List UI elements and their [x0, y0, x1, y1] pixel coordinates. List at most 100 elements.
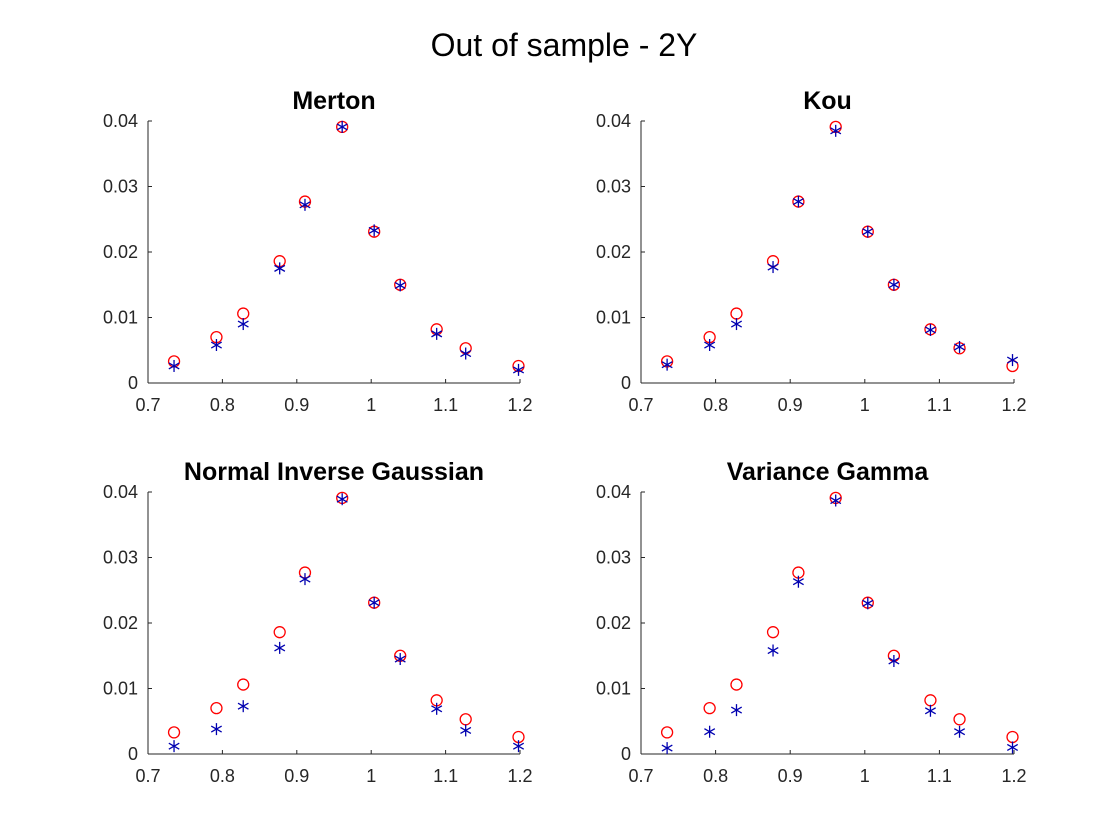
- y-tick-label: 0.03: [103, 548, 138, 568]
- star-marker: [336, 493, 348, 506]
- star-marker: [168, 740, 180, 753]
- x-tick-label: 0.9: [284, 766, 309, 786]
- subplot-title: Normal Inverse Gaussian: [184, 458, 484, 486]
- circle-series: [167, 491, 525, 744]
- x-tick-label: 1.2: [1001, 395, 1026, 415]
- star-marker: [210, 723, 222, 736]
- y-tick-label: 0.02: [596, 613, 631, 633]
- x-tick-label: 0.7: [628, 395, 653, 415]
- x-tick-label: 0.9: [284, 395, 309, 415]
- circle-marker: [237, 678, 250, 691]
- circle-marker: [703, 702, 716, 715]
- subplot-kou: Kou 0.7 0.8 0.9 1 1.1 1.2 0 0.01 0.02 0.03 0.04: [596, 87, 1027, 415]
- x-tick-label: 0.9: [778, 766, 803, 786]
- circle-marker: [1006, 730, 1019, 744]
- star-marker: [237, 318, 249, 331]
- star-marker: [862, 225, 874, 238]
- subplot-title: Kou: [803, 87, 852, 115]
- circle-marker: [660, 726, 674, 739]
- star-series: [661, 124, 1019, 371]
- star-marker: [953, 725, 966, 738]
- circle-series: [167, 120, 525, 373]
- star-marker: [168, 359, 180, 372]
- star-marker: [274, 262, 286, 275]
- star-marker: [1006, 741, 1019, 754]
- y-tick-label: 0.01: [103, 308, 138, 328]
- y-tick-label: 0: [128, 373, 138, 393]
- star-marker: [704, 339, 716, 352]
- circle-marker: [953, 713, 966, 726]
- circle-marker: [766, 626, 780, 639]
- y-tick-label: 0: [621, 744, 631, 764]
- y-tick-label: 0.04: [596, 482, 631, 502]
- star-marker: [792, 575, 804, 588]
- y-tick-label: 0.03: [596, 548, 631, 568]
- x-tick-label: 0.8: [703, 766, 728, 786]
- y-tick-label: 0.03: [103, 177, 138, 197]
- x-tick-label: 1.2: [507, 395, 532, 415]
- circle-series: [660, 491, 1019, 744]
- star-marker: [767, 261, 779, 274]
- star-marker: [368, 596, 380, 609]
- circle-marker: [273, 626, 286, 639]
- star-marker: [431, 702, 443, 715]
- x-tick-label: 0.7: [135, 395, 160, 415]
- figure-title: Out of sample - 2Y: [431, 27, 698, 63]
- star-marker: [394, 279, 406, 292]
- x-tick-label: 0.7: [628, 766, 653, 786]
- star-marker: [862, 597, 874, 610]
- star-marker: [1006, 354, 1019, 367]
- star-marker: [299, 198, 311, 211]
- y-tick-label: 0.01: [596, 679, 631, 699]
- y-tick-label: 0.04: [103, 111, 138, 131]
- circle-marker: [459, 713, 472, 726]
- star-marker: [661, 742, 673, 755]
- y-tick-label: 0: [128, 744, 138, 764]
- x-tick-label: 1: [860, 766, 870, 786]
- star-marker: [274, 641, 286, 654]
- subplot-merton: Merton 0.7 0.8 0.9 1 1.1 1.2 0 0.01 0.02 0.03 0.04: [103, 87, 533, 415]
- y-tick-label: 0.02: [103, 613, 138, 633]
- circle-marker: [237, 307, 250, 320]
- x-tick-label: 0.8: [210, 766, 235, 786]
- y-tick-label: 0.01: [596, 308, 631, 328]
- x-tick-label: 1.2: [1001, 766, 1026, 786]
- x-tick-label: 0.8: [210, 395, 235, 415]
- circle-marker: [730, 307, 743, 320]
- x-tick-label: 1.1: [927, 395, 952, 415]
- star-series: [168, 493, 525, 753]
- y-tick-label: 0: [621, 373, 631, 393]
- y-tick-label: 0.03: [596, 177, 631, 197]
- subplot-variance-gamma: Variance Gamma 0.7 0.8 0.9 1 1.1 1.2 0 0.01 0.02 0…: [596, 458, 1027, 786]
- star-marker: [830, 124, 842, 137]
- x-tick-label: 1: [366, 395, 376, 415]
- star-marker: [512, 740, 525, 753]
- star-marker: [704, 725, 716, 738]
- x-tick-label: 0.9: [778, 395, 803, 415]
- y-tick-label: 0.04: [103, 482, 138, 502]
- star-marker: [394, 653, 406, 666]
- x-tick-label: 1: [860, 395, 870, 415]
- x-tick-label: 0.7: [135, 766, 160, 786]
- star-marker: [888, 278, 900, 291]
- y-tick-label: 0.02: [596, 242, 631, 262]
- star-marker: [237, 700, 249, 713]
- star-marker: [888, 654, 900, 667]
- subplot-normal-inverse-gaussian: Normal Inverse Gaussian 0.7 0.8 0.9 1 1.1 1.2 0…: [103, 458, 533, 786]
- star-series: [168, 120, 525, 376]
- star-marker: [830, 494, 842, 507]
- x-tick-label: 1.1: [433, 395, 458, 415]
- star-marker: [512, 363, 525, 376]
- y-tick-label: 0.01: [103, 679, 138, 699]
- x-tick-label: 1: [366, 766, 376, 786]
- circle-marker: [167, 726, 181, 739]
- x-tick-label: 1.2: [507, 766, 532, 786]
- circle-marker: [924, 694, 937, 707]
- star-marker: [767, 644, 779, 657]
- x-tick-label: 1.1: [927, 766, 952, 786]
- x-tick-label: 1.1: [433, 766, 458, 786]
- star-marker: [460, 724, 472, 737]
- star-marker: [431, 327, 443, 340]
- star-marker: [210, 339, 222, 352]
